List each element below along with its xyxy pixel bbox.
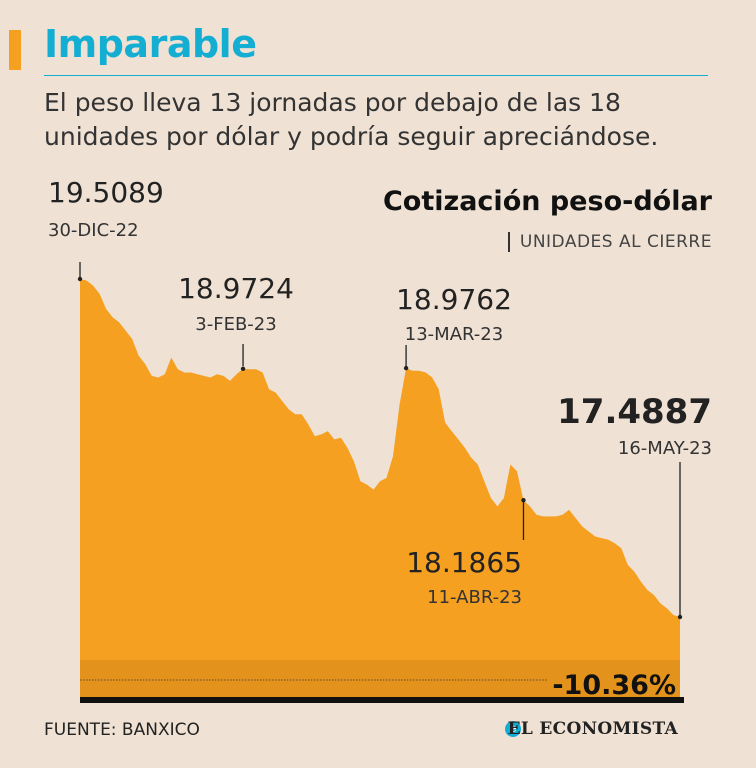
annotation-point	[403, 365, 409, 371]
brand-logo-icon: e	[505, 721, 521, 737]
change-percent-label: -10.36%	[552, 670, 676, 701]
source-note: FUENTE: BANXICO	[44, 720, 200, 740]
annotation-value-label: 18.9762	[396, 283, 512, 316]
brand-name: EL ECONOMISTA	[507, 719, 678, 739]
annotation-value-label: 18.9724	[178, 272, 294, 305]
annotation-point	[677, 614, 683, 620]
title-divider	[44, 75, 708, 76]
x-axis-baseline	[80, 697, 684, 703]
chart-units-label: UNIDADES AL CIERRE	[507, 232, 712, 252]
annotation-point	[77, 276, 83, 282]
annotation-date-label: 13-MAR-23	[405, 324, 503, 345]
page-title: Imparable	[44, 22, 257, 66]
change-band	[80, 660, 680, 698]
annotation-point	[240, 366, 246, 371]
annotation-value-label: 17.4887	[557, 392, 712, 432]
annotation-date-label: 11-ABR-23	[427, 587, 522, 608]
annotation-value-label: 18.1865	[406, 546, 522, 579]
annotation-date-label: 30-DIC-22	[48, 220, 139, 241]
annotation-point	[521, 498, 526, 503]
title-accent-bar	[9, 30, 21, 70]
chart-title: Cotización peso-dólar	[382, 186, 712, 217]
annotation-date-label: 3-FEB-23	[195, 314, 276, 335]
page-subtitle: El peso lleva 13 jornadas por debajo de …	[44, 88, 659, 151]
area-series	[80, 279, 680, 698]
annotation-date-label: 16-MAY-23	[618, 438, 712, 459]
annotation-value-label: 19.5089	[48, 176, 164, 209]
